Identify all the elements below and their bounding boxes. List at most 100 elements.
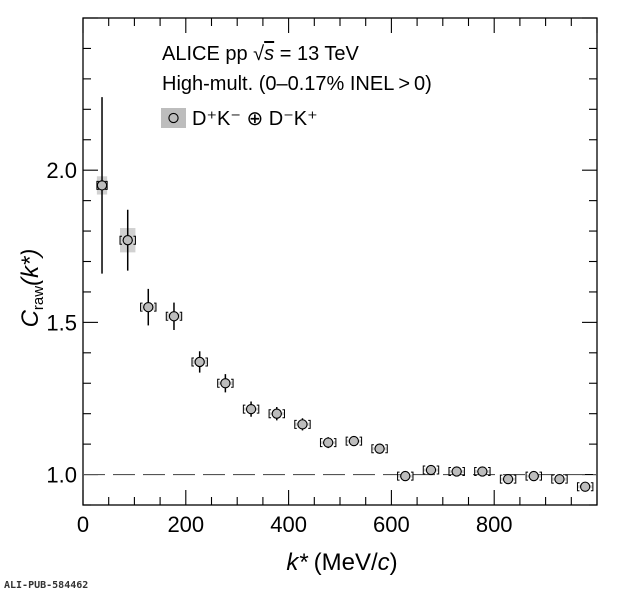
- syst-bracket-left: [165, 311, 169, 321]
- marker: [554, 473, 565, 485]
- syst-bracket-left: [242, 404, 246, 414]
- syst-bracket-right: [565, 474, 568, 484]
- data-point: [191, 351, 208, 373]
- x-tick-label: 200: [167, 512, 204, 537]
- syst-bracket-right: [256, 404, 260, 414]
- marker: [96, 180, 108, 191]
- syst-bracket-left: [268, 409, 272, 419]
- syst-bracket-left: [217, 378, 220, 388]
- syst-bracket-right: [488, 467, 491, 477]
- sqrt-var: s: [264, 43, 274, 65]
- marker: [451, 466, 462, 477]
- marker: [220, 378, 231, 389]
- marker: [425, 464, 437, 476]
- syst-bracket-right: [333, 438, 337, 448]
- marker: [194, 356, 205, 368]
- data-point: [96, 97, 108, 274]
- data-point: [551, 473, 568, 485]
- marker: [271, 408, 282, 419]
- syst-bracket-left: [499, 474, 503, 484]
- marker: [323, 437, 334, 448]
- annotation-line-1: ALICE pp √s = 13 TeV: [162, 43, 360, 65]
- data-point: [576, 481, 594, 492]
- legend-marker: [168, 112, 179, 124]
- syst-bracket-right: [410, 471, 414, 481]
- legend: D⁺K⁻ ⊕ D⁻K⁺: [161, 108, 318, 130]
- syst-bracket-right: [153, 302, 157, 312]
- syst-bracket-right: [462, 467, 465, 477]
- syst-bracket-left: [345, 436, 349, 446]
- x-tick-label: 800: [476, 512, 513, 537]
- syst-bracket-left: [371, 444, 374, 454]
- data-point: [397, 470, 414, 482]
- syst-bracket-left: [474, 467, 477, 477]
- syst-bracket-right: [282, 409, 285, 419]
- data-point: [217, 374, 234, 393]
- x-tick-label: 0: [77, 512, 89, 537]
- annotation-suffix: = 13 TeV: [274, 43, 359, 65]
- x-axis-unit-prefix: (MeV/: [314, 549, 378, 576]
- data-point: [345, 435, 363, 447]
- x-tick-label: 600: [373, 512, 410, 537]
- data-point: [474, 466, 491, 477]
- y-axis-arg: (k*): [17, 249, 44, 286]
- data-point: [448, 466, 465, 477]
- marker: [400, 470, 411, 482]
- data-point: [525, 470, 542, 482]
- syst-bracket-left: [551, 474, 554, 484]
- syst-bracket-right: [359, 436, 363, 446]
- syst-bracket-left: [525, 471, 529, 481]
- data-point: [319, 437, 337, 449]
- marker: [245, 403, 257, 415]
- marker: [477, 466, 488, 477]
- syst-bracket-right: [133, 235, 136, 245]
- correlation-chart: 0 200 400 600 800 1.0 1.5 2.0 Craw(k*) k* (MeV/c…: [17, 17, 598, 576]
- axis-ticks: 0 200 400 600 800 1.0 1.5 2.0: [46, 17, 598, 537]
- data-points: [96, 97, 594, 492]
- data-point: [140, 288, 157, 326]
- data-point: [119, 209, 136, 271]
- publication-id: ALI-PUB-584462: [4, 580, 89, 591]
- y-axis-var: C: [17, 309, 44, 327]
- marker: [348, 435, 360, 447]
- marker: [143, 302, 154, 313]
- data-point: [165, 302, 183, 330]
- sqrt-sign: √: [253, 43, 264, 65]
- syst-bracket-left: [294, 419, 297, 429]
- marker: [580, 481, 591, 492]
- syst-bracket-left: [119, 235, 123, 245]
- y-tick-label: 2.0: [46, 158, 77, 183]
- syst-bracket-right: [590, 482, 594, 492]
- syst-bracket-left: [448, 467, 451, 477]
- marker: [297, 419, 308, 430]
- syst-bracket-right: [385, 444, 388, 454]
- marker: [502, 473, 514, 485]
- x-axis-var: k*: [286, 549, 308, 576]
- marker: [122, 235, 133, 246]
- data-point: [268, 406, 285, 421]
- x-axis-unit-var: c: [378, 549, 390, 576]
- syst-bracket-left: [422, 465, 426, 475]
- syst-bracket-right: [231, 378, 234, 388]
- syst-bracket-left: [319, 438, 323, 448]
- y-axis-title: Craw(k*): [17, 249, 47, 328]
- syst-bracket-left: [191, 357, 194, 367]
- data-point: [371, 443, 388, 454]
- marker: [168, 311, 180, 322]
- syst-bracket-right: [205, 357, 208, 367]
- marker: [528, 470, 539, 482]
- syst-bracket-right: [436, 465, 440, 475]
- x-tick-label: 400: [270, 512, 307, 537]
- data-point: [242, 401, 260, 417]
- legend-entry: D⁺K⁻ ⊕ D⁻K⁺: [192, 108, 318, 130]
- syst-bracket-left: [140, 302, 143, 312]
- syst-bracket-right: [308, 419, 311, 429]
- annotation-prefix: ALICE pp: [162, 43, 253, 65]
- syst-bracket-right: [179, 311, 183, 321]
- syst-bracket-right: [539, 471, 542, 481]
- y-tick-label: 1.0: [46, 463, 77, 488]
- y-tick-label: 1.5: [46, 310, 77, 335]
- syst-bracket-left: [576, 482, 580, 492]
- y-axis-sub: raw: [30, 286, 47, 310]
- x-axis-unit-suffix: ): [390, 549, 398, 576]
